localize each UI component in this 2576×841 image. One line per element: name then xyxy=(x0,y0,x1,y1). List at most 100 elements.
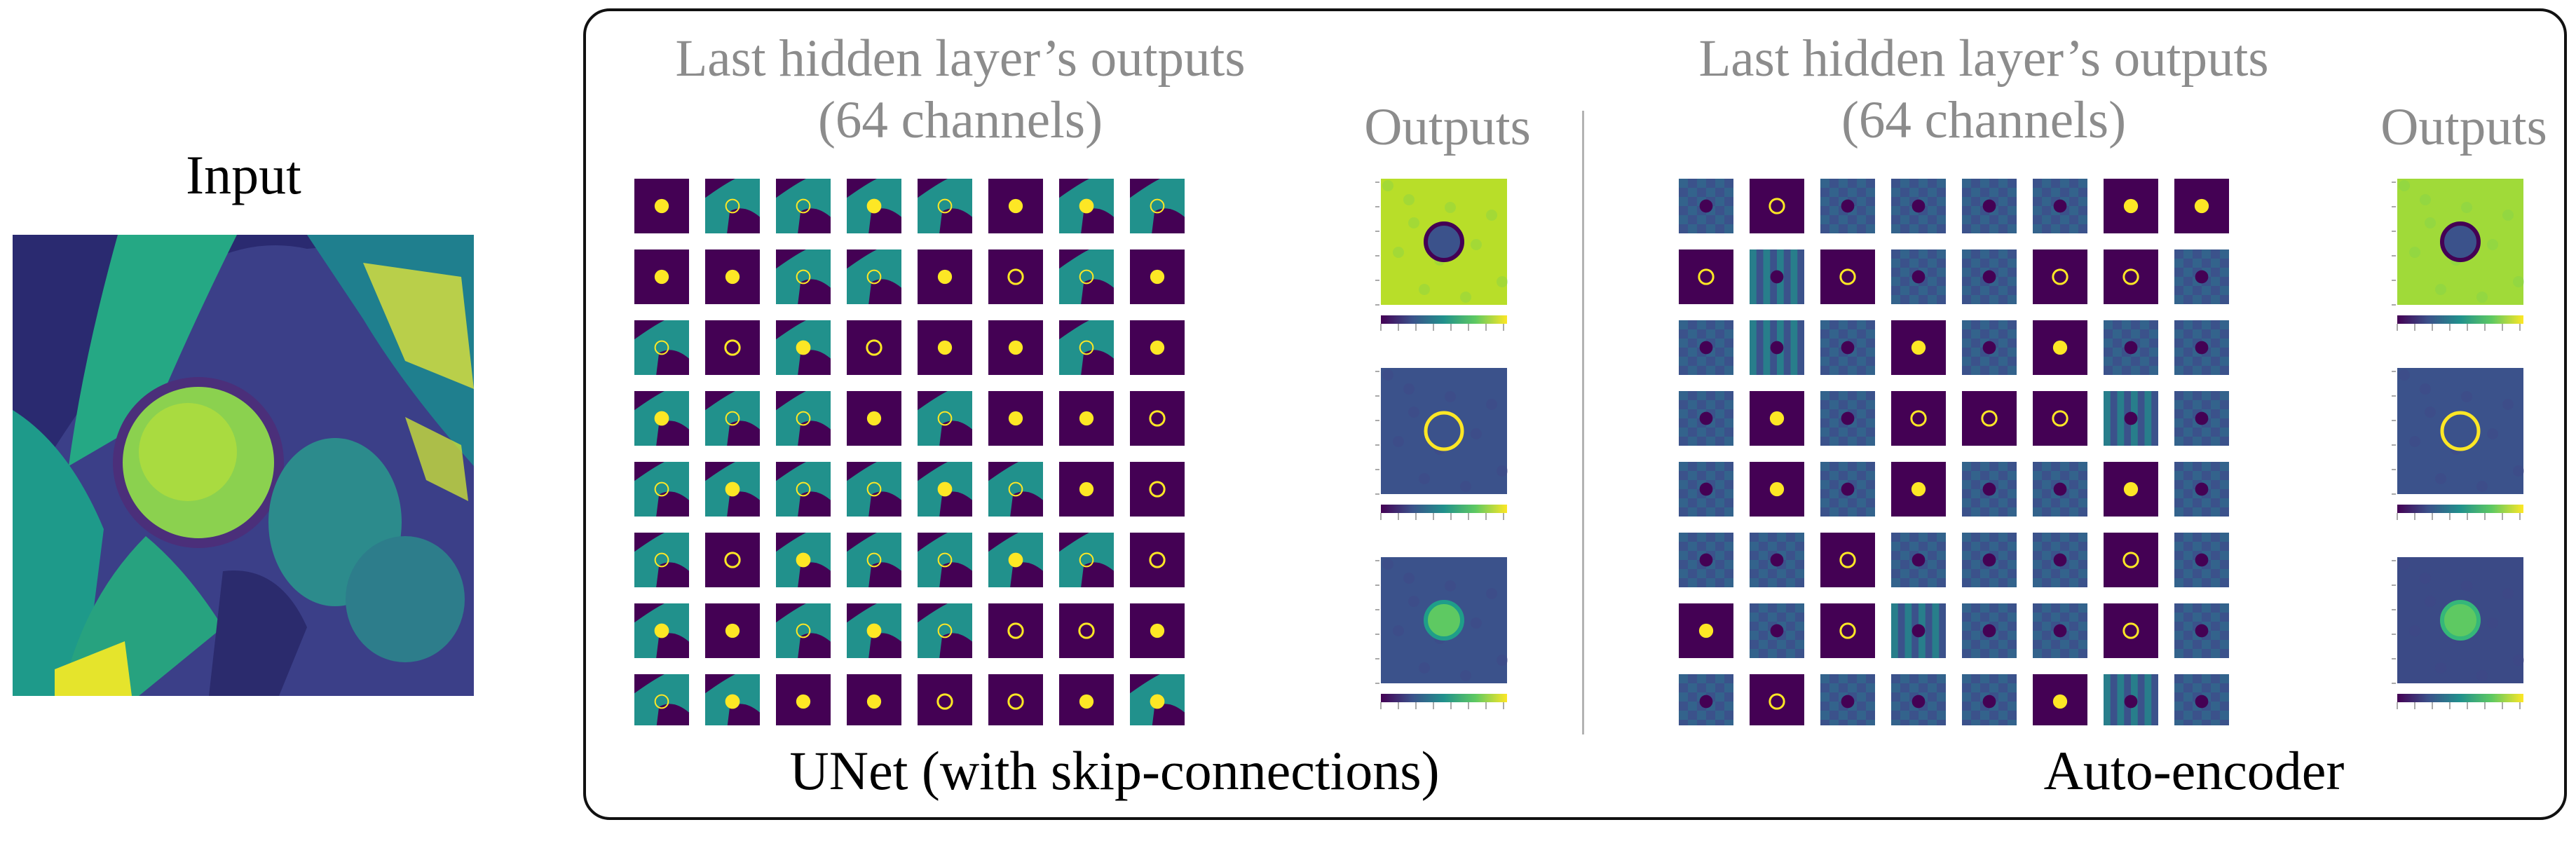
channel-thumbnail xyxy=(1059,603,1114,658)
channel-thumbnail xyxy=(1820,249,1875,304)
channel-thumbnail xyxy=(2033,320,2087,375)
channel-thumbnail xyxy=(988,391,1043,446)
output-map xyxy=(1375,557,1508,709)
channel-thumbnail xyxy=(847,603,901,658)
channel-thumbnail xyxy=(2104,249,2158,304)
channel-thumbnail xyxy=(1750,320,1804,375)
channel-thumbnail xyxy=(2104,391,2158,446)
channel-thumbnail xyxy=(1750,603,1804,658)
channel-thumbnail xyxy=(1750,391,1804,446)
channel-thumbnail xyxy=(847,533,901,587)
channel-thumbnail xyxy=(634,462,689,517)
channel-thumbnail xyxy=(1820,462,1875,517)
input-title: Input xyxy=(186,144,301,205)
channel-thumbnail xyxy=(1820,603,1875,658)
channel-thumbnail xyxy=(2104,533,2158,587)
channel-thumbnail xyxy=(988,320,1043,375)
channel-thumbnail xyxy=(988,462,1043,517)
channel-thumbnail xyxy=(1891,462,1946,517)
channel-thumbnail xyxy=(1820,320,1875,375)
channel-thumbnail xyxy=(1820,533,1875,587)
channel-thumbnail xyxy=(2174,391,2229,446)
channel-thumbnail xyxy=(776,249,831,304)
channel-thumbnail xyxy=(705,533,760,587)
channel-thumbnail xyxy=(1962,462,2017,517)
channel-thumbnail xyxy=(776,603,831,658)
channel-thumbnail xyxy=(634,249,689,304)
channel-thumbnail xyxy=(634,603,689,658)
output-map xyxy=(1375,179,1508,331)
ae-heading-line1: Last hidden layer’s outputs xyxy=(1698,29,2269,88)
input-mri-image xyxy=(13,235,474,696)
channel-thumbnail xyxy=(776,320,831,375)
channel-thumbnail xyxy=(1130,603,1185,658)
channel-thumbnail xyxy=(1059,533,1114,587)
channel-thumbnail xyxy=(634,391,689,446)
channel-thumbnail xyxy=(918,462,972,517)
channel-thumbnail xyxy=(1679,533,1733,587)
channel-thumbnail xyxy=(1891,603,1946,658)
output-map xyxy=(2392,179,2524,331)
channel-thumbnail xyxy=(1130,533,1185,587)
channel-thumbnail xyxy=(918,533,972,587)
channel-thumbnail xyxy=(988,674,1043,725)
channel-thumbnail xyxy=(2104,179,2158,233)
channel-thumbnail xyxy=(2033,391,2087,446)
channel-thumbnail xyxy=(1059,249,1114,304)
channel-thumbnail xyxy=(2104,603,2158,658)
channel-thumbnail xyxy=(2033,674,2087,725)
output-map xyxy=(2392,368,2524,520)
channel-thumbnail xyxy=(634,179,689,233)
channel-thumbnail xyxy=(1820,179,1875,233)
comparison-panel xyxy=(583,8,2567,820)
channel-thumbnail xyxy=(1679,249,1733,304)
channel-thumbnail xyxy=(988,249,1043,304)
channel-thumbnail xyxy=(2033,533,2087,587)
channel-thumbnail xyxy=(776,179,831,233)
channel-thumbnail xyxy=(705,179,760,233)
channel-thumbnail xyxy=(705,603,760,658)
channel-thumbnail xyxy=(1679,391,1733,446)
channel-thumbnail xyxy=(918,249,972,304)
ae-channel-grid xyxy=(1679,179,2229,725)
channel-thumbnail xyxy=(1130,674,1185,725)
channel-thumbnail xyxy=(1679,179,1733,233)
channel-thumbnail xyxy=(1891,674,1946,725)
channel-thumbnail xyxy=(1962,391,2017,446)
channel-thumbnail xyxy=(1679,462,1733,517)
channel-thumbnail xyxy=(1679,603,1733,658)
channel-thumbnail xyxy=(2104,462,2158,517)
channel-thumbnail xyxy=(1962,603,2017,658)
channel-thumbnail xyxy=(2174,674,2229,725)
channel-thumbnail xyxy=(1059,179,1114,233)
channel-thumbnail xyxy=(1962,249,2017,304)
channel-thumbnail xyxy=(1130,249,1185,304)
channel-thumbnail xyxy=(918,674,972,725)
channel-thumbnail xyxy=(634,320,689,375)
channel-thumbnail xyxy=(2033,249,2087,304)
channel-thumbnail xyxy=(776,533,831,587)
channel-thumbnail xyxy=(1891,249,1946,304)
channel-thumbnail xyxy=(1059,320,1114,375)
channel-thumbnail xyxy=(776,391,831,446)
channel-thumbnail xyxy=(847,249,901,304)
channel-thumbnail xyxy=(705,391,760,446)
channel-thumbnail xyxy=(988,603,1043,658)
ae-hidden-layer-heading: Last hidden layer’s outputs (64 channels… xyxy=(1633,28,2334,151)
channel-thumbnail xyxy=(918,391,972,446)
channel-thumbnail xyxy=(1750,179,1804,233)
channel-thumbnail xyxy=(1750,462,1804,517)
channel-thumbnail xyxy=(988,179,1043,233)
channel-thumbnail xyxy=(1962,320,2017,375)
channel-thumbnail xyxy=(2104,674,2158,725)
channel-thumbnail xyxy=(847,462,901,517)
channel-thumbnail xyxy=(2033,603,2087,658)
channel-thumbnail xyxy=(1891,320,1946,375)
channel-thumbnail xyxy=(2174,320,2229,375)
channel-thumbnail xyxy=(1130,320,1185,375)
channel-thumbnail xyxy=(1750,249,1804,304)
channel-thumbnail xyxy=(1059,391,1114,446)
channel-thumbnail xyxy=(705,674,760,725)
ae-caption: Auto-encoder xyxy=(2043,740,2345,801)
channel-thumbnail xyxy=(2174,179,2229,233)
